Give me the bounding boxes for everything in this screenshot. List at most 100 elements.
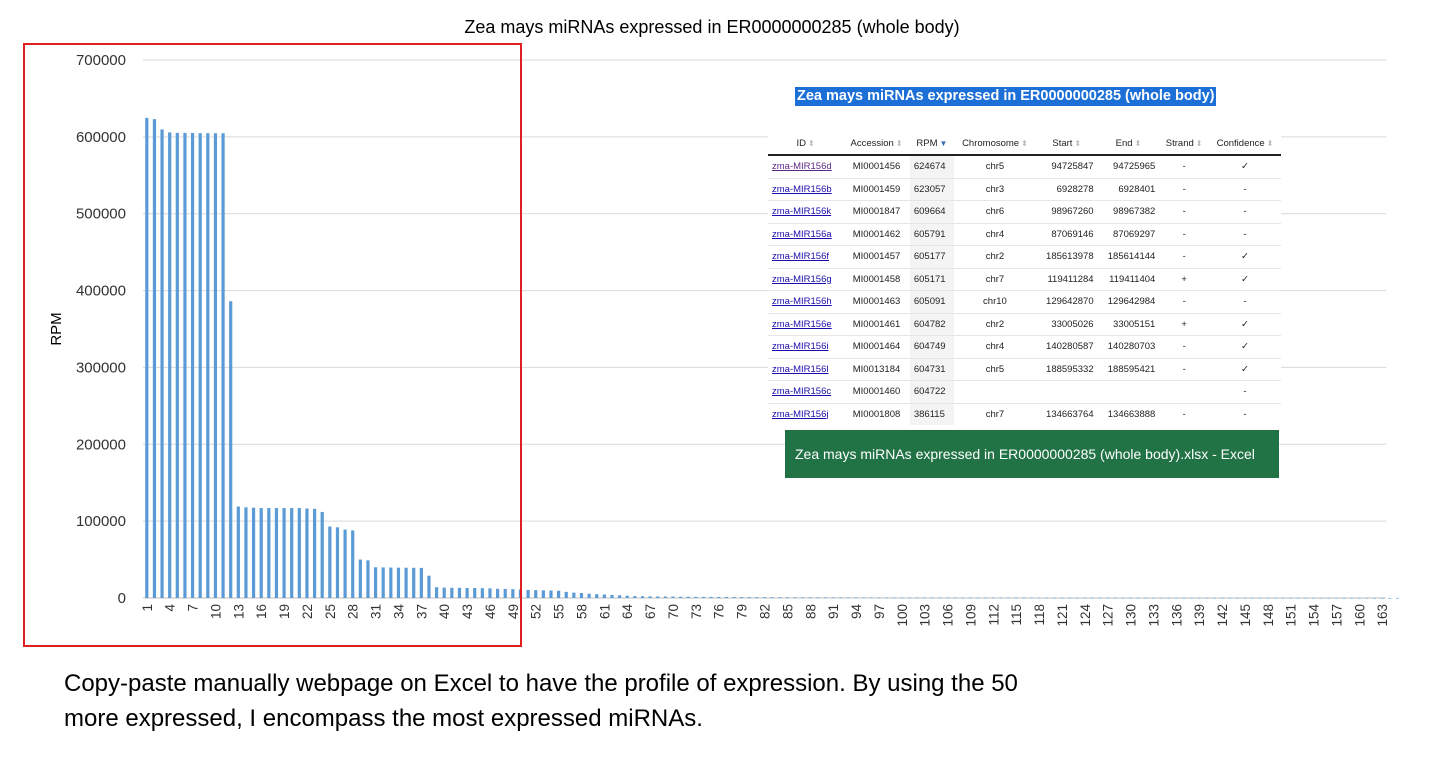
mirna-id-link[interactable]: zma-MIR156j (772, 408, 829, 420)
cell-end: 33005151 (1097, 312, 1160, 336)
cell-end: 94725965 (1097, 154, 1160, 178)
bar (1365, 597, 1369, 599)
column-header-confidence[interactable]: Confidence ⬍ (1208, 132, 1281, 156)
cell-chromosome: chr2 (953, 245, 1036, 268)
cell-end: 134663888 (1097, 402, 1160, 425)
bar (1220, 597, 1224, 599)
bar (938, 597, 942, 599)
bar (839, 597, 843, 598)
cell-id: zma-MIR156a (768, 222, 844, 246)
bar (1327, 597, 1331, 599)
mirna-id-link[interactable]: zma-MIR156h (772, 296, 832, 308)
cell-accession: MI0001847 (843, 200, 910, 223)
cell-rpm: 604782 (909, 312, 954, 336)
column-header-accession[interactable]: Accession ⬍ (843, 132, 910, 156)
column-header-start[interactable]: Start ⬍ (1035, 132, 1098, 156)
cell-strand: - (1159, 402, 1209, 425)
x-tick-label: 154 (1307, 604, 1322, 627)
bar (801, 597, 805, 598)
column-header-label: Start (1052, 137, 1073, 149)
cell-rpm: 605171 (909, 267, 954, 291)
excel-window-banner[interactable]: Zea mays miRNAs expressed in ER000000028… (785, 430, 1279, 478)
cell-confidence: - (1208, 200, 1281, 223)
table-row: zma-MIR156k MI0001847 609664 chr6 98967260 98… (768, 200, 1281, 223)
bar (1174, 597, 1178, 599)
bar (221, 133, 225, 599)
cell-chromosome: chr3 (953, 177, 1036, 201)
mirna-id-link[interactable]: zma-MIR156l (772, 363, 829, 375)
x-tick-label: 130 (1124, 604, 1139, 627)
cell-accession: MI0001464 (843, 335, 910, 358)
bar (1060, 597, 1064, 599)
x-tick-label: 31 (369, 604, 384, 619)
y-tick-label: 0 (118, 590, 126, 607)
cell-chromosome: chr4 (953, 222, 1036, 246)
cell-start: 134663764 (1035, 402, 1098, 425)
bar (152, 119, 157, 598)
column-header-strand[interactable]: Strand ⬍ (1159, 132, 1209, 156)
bar (412, 567, 416, 598)
sort-icon: ⬍ (1266, 138, 1274, 148)
x-tick-label: 76 (712, 604, 727, 619)
table-row: zma-MIR156e MI0001461 604782 chr2 33005026 33… (768, 312, 1281, 336)
bar (976, 597, 980, 599)
mirna-id-link[interactable]: zma-MIR156a (772, 228, 832, 240)
bar (755, 597, 759, 598)
x-tick-label: 7 (186, 604, 201, 612)
bar (900, 597, 904, 599)
x-tick-label: 118 (1032, 604, 1047, 626)
chart-title: Zea mays miRNAs expressed in ER000000028… (464, 17, 959, 37)
column-header-id[interactable]: ID ⬍ (768, 132, 844, 156)
bar (892, 597, 896, 599)
bar (442, 587, 446, 598)
column-header-label: Chromosome (962, 137, 1020, 149)
x-tick-label: 4 (163, 604, 178, 612)
cell-chromosome: chr7 (953, 267, 1036, 291)
bar (1090, 597, 1095, 599)
cell-chromosome: chr4 (953, 335, 1036, 358)
mirna-id-link[interactable]: zma-MIR156c (772, 386, 832, 398)
bar (854, 597, 858, 598)
bar (526, 589, 530, 598)
x-tick-label: 40 (437, 604, 452, 619)
mirna-id-link[interactable]: zma-MIR156d (772, 161, 832, 173)
bar (679, 596, 683, 598)
cell-start: 98967260 (1035, 200, 1098, 223)
bar (877, 597, 881, 599)
bar (663, 596, 667, 598)
bar (328, 526, 332, 598)
bar (168, 132, 172, 598)
bar (244, 507, 248, 598)
bar (1128, 597, 1133, 599)
bar (648, 596, 652, 598)
x-tick-label: 1 (140, 604, 155, 612)
cell-strand: - (1159, 200, 1209, 223)
mirna-id-link[interactable]: zma-MIR156i (772, 341, 829, 353)
cell-rpm: 624674 (909, 154, 954, 178)
inset-title: Zea mays miRNAs expressed in ER000000028… (795, 87, 1217, 106)
table-body: zma-MIR156d MI0001456 624674 chr5 94725847 94… (768, 154, 1281, 425)
bar (793, 597, 797, 598)
mirna-id-link[interactable]: zma-MIR156f (772, 251, 830, 263)
cell-rpm: 386115 (909, 402, 954, 425)
cell-strand: - (1159, 245, 1209, 268)
bar (503, 588, 507, 598)
x-tick-label: 10 (208, 604, 223, 619)
column-header-end[interactable]: End ⬍ (1097, 132, 1160, 156)
mirna-id-link[interactable]: zma-MIR156k (772, 206, 832, 218)
y-tick-label: 400000 (76, 283, 126, 300)
bar-series (145, 117, 1400, 599)
column-header-rpm[interactable]: RPM ▼ (909, 132, 954, 156)
mirna-id-link[interactable]: zma-MIR156b (772, 183, 832, 195)
cell-end: 129642984 (1097, 290, 1160, 313)
mirna-id-link[interactable]: zma-MIR156g (772, 273, 832, 285)
bar (160, 129, 164, 598)
column-header-chromosome[interactable]: Chromosome ⬍ (953, 132, 1036, 156)
y-axis-ticks: 0 100000 200000 300000 400000 500000 600000 700… (76, 52, 126, 607)
cell-id: zma-MIR156g (768, 267, 844, 291)
x-tick-label: 103 (918, 604, 933, 627)
cell-id: zma-MIR156h (768, 290, 844, 313)
cell-accession: MI0001462 (843, 222, 910, 246)
y-tick-label: 500000 (76, 206, 126, 223)
mirna-id-link[interactable]: zma-MIR156e (772, 318, 832, 330)
